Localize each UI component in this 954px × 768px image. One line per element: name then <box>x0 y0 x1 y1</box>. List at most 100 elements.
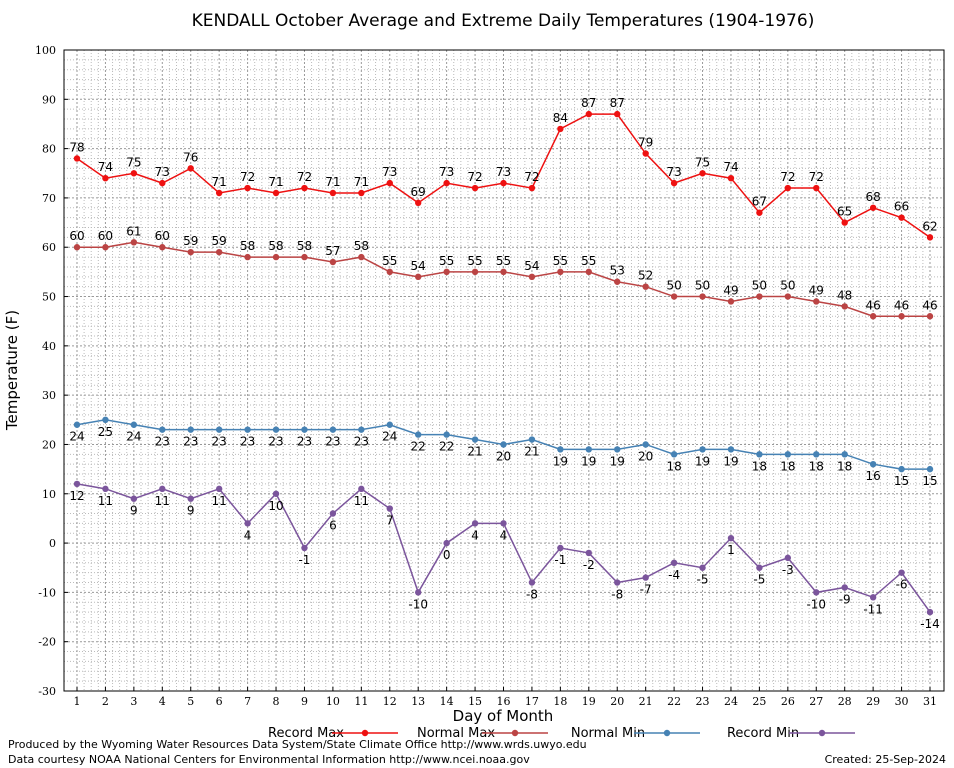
record-min-data-label: 11 <box>155 494 170 508</box>
record-min-point <box>471 520 479 527</box>
record-max-point <box>727 175 735 182</box>
normal-max-point <box>841 303 848 310</box>
record-min-data-label: -2 <box>583 558 595 572</box>
record-max-point <box>329 189 337 197</box>
record-min-data-label: -6 <box>896 578 908 592</box>
x-tick-label: 22 <box>667 695 681 708</box>
record-max-data-label: 71 <box>212 175 227 189</box>
x-tick-label: 12 <box>383 695 397 708</box>
x-tick-label: 29 <box>866 695 880 708</box>
record-max-data-label: 72 <box>240 170 255 184</box>
grid <box>64 49 944 692</box>
normal-min-point <box>841 451 848 458</box>
record-min-point <box>756 564 763 571</box>
record-min-data-label: 1 <box>727 543 735 557</box>
record-min-point <box>500 520 507 527</box>
normal-max-data-label: 58 <box>354 239 369 253</box>
record-min-point <box>614 579 621 586</box>
normal-max-point <box>415 273 422 281</box>
normal-max-data-label: 46 <box>922 298 937 312</box>
record-min-data-label: 4 <box>244 528 252 542</box>
normal-max-data-label: 55 <box>581 254 596 268</box>
normal-max-point <box>756 293 763 300</box>
normal-min-point <box>187 426 194 433</box>
normal-max-data-label: 59 <box>183 234 198 248</box>
record-max-point <box>557 125 564 133</box>
x-tick-label: 21 <box>639 695 653 708</box>
normal-min-data-label: 20 <box>496 449 511 463</box>
record-max-data-label: 73 <box>439 165 454 179</box>
y-tick-label: 70 <box>42 192 56 205</box>
record-min-data-label: 7 <box>386 514 394 528</box>
record-max-point <box>130 170 138 177</box>
record-max-data-label: 74 <box>98 160 113 174</box>
normal-min-point <box>130 421 138 428</box>
normal-max-point <box>301 253 308 261</box>
x-tick-label: 23 <box>696 695 710 708</box>
normal-min-point <box>614 446 621 453</box>
normal-min-point <box>358 426 365 433</box>
x-tick-label: 3 <box>130 695 137 708</box>
record-min-data-label: -9 <box>839 592 851 606</box>
record-max-data-label: 73 <box>666 165 681 179</box>
record-max-point <box>187 165 194 172</box>
record-max-point <box>358 189 365 197</box>
normal-min-data-label: 23 <box>155 435 170 449</box>
normal-min-data-label: 19 <box>610 454 625 468</box>
credit-line-ncei: Data courtesy NOAA National Centers for … <box>8 753 530 766</box>
record-max-data-label: 72 <box>467 170 482 184</box>
x-tick-label: 9 <box>301 695 308 708</box>
record-min-data-label: -8 <box>611 588 623 602</box>
x-tick-label: 24 <box>724 695 738 708</box>
record-min-data-label: 6 <box>329 518 337 532</box>
normal-max-data-label: 60 <box>155 229 170 243</box>
legend-label-record-min: Record Min <box>727 726 799 741</box>
y-tick-label: 10 <box>42 488 56 501</box>
record-min-data-label: 9 <box>130 504 138 518</box>
normal-max-data-label: 55 <box>467 254 482 268</box>
normal-max-point <box>272 253 280 261</box>
normal-min-point <box>585 446 592 453</box>
record-min-point <box>699 564 706 571</box>
record-min-point <box>215 485 223 493</box>
normal-max-data-label: 50 <box>695 279 710 293</box>
record-max-point <box>272 189 280 197</box>
record-max-point <box>926 234 934 241</box>
normal-min-data-label: 23 <box>183 435 198 449</box>
record-min-point <box>898 569 905 576</box>
normal-max-data-label: 48 <box>837 288 852 302</box>
x-tick-label: 10 <box>326 695 340 708</box>
normal-max-point <box>614 278 621 285</box>
record-min-point <box>585 549 592 557</box>
record-min-point <box>813 589 820 596</box>
record-max-data-label: 73 <box>155 165 170 179</box>
record-max-point <box>756 209 763 216</box>
y-tick-label: 100 <box>35 44 56 57</box>
normal-max-data-label: 55 <box>439 254 454 268</box>
normal-max-data-label: 46 <box>894 298 909 312</box>
normal-max-data-label: 49 <box>809 283 824 297</box>
normal-min-point <box>898 465 905 473</box>
normal-max-point <box>727 298 735 305</box>
normal-max-data-label: 50 <box>666 279 681 293</box>
record-min-data-label: 12 <box>69 489 84 503</box>
normal-max-point <box>898 313 905 320</box>
normal-min-point <box>471 436 479 443</box>
normal-max-point <box>699 293 706 300</box>
record-max-point <box>102 175 109 182</box>
normal-min-data-label: 19 <box>723 454 738 468</box>
record-min-data-label: 4 <box>500 528 508 542</box>
normal-min-data-label: 21 <box>467 445 482 459</box>
record-max-point <box>784 184 792 192</box>
record-max-point <box>528 184 536 192</box>
record-max-data-label: 71 <box>325 175 340 189</box>
normal-min-point <box>784 451 792 458</box>
normal-max-data-label: 58 <box>240 239 255 253</box>
record-max-point <box>443 179 450 187</box>
x-tick-label: 27 <box>809 695 823 708</box>
record-min-point <box>244 520 251 527</box>
normal-max-point <box>471 268 479 276</box>
record-min-point <box>841 584 848 591</box>
